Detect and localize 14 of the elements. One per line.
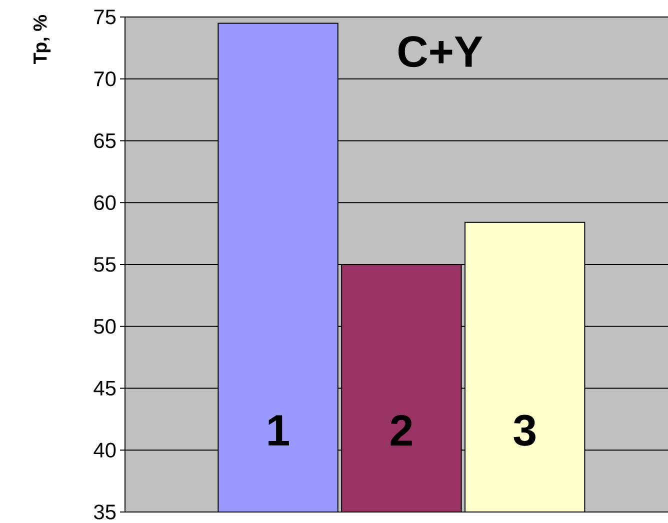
x-tick-label: 1: [268, 415, 289, 446]
chart-title: C+Y: [398, 36, 482, 68]
y-tick-label: 70: [94, 71, 116, 86]
x-tick-label: 3: [514, 414, 536, 446]
y-tick-label: 60: [94, 195, 116, 210]
y-tick-label: 35: [94, 504, 116, 520]
y-tick-label: 50: [94, 318, 116, 334]
y-tick-label: 55: [94, 257, 116, 272]
y-tick-label: 65: [94, 133, 116, 148]
y-tick-label: 40: [94, 442, 116, 458]
y-axis-title: Тр, %: [33, 15, 51, 64]
x-tick-label: 2: [390, 415, 412, 446]
y-tick-label: 45: [94, 380, 116, 396]
y-tick-label: 75: [94, 10, 116, 24]
